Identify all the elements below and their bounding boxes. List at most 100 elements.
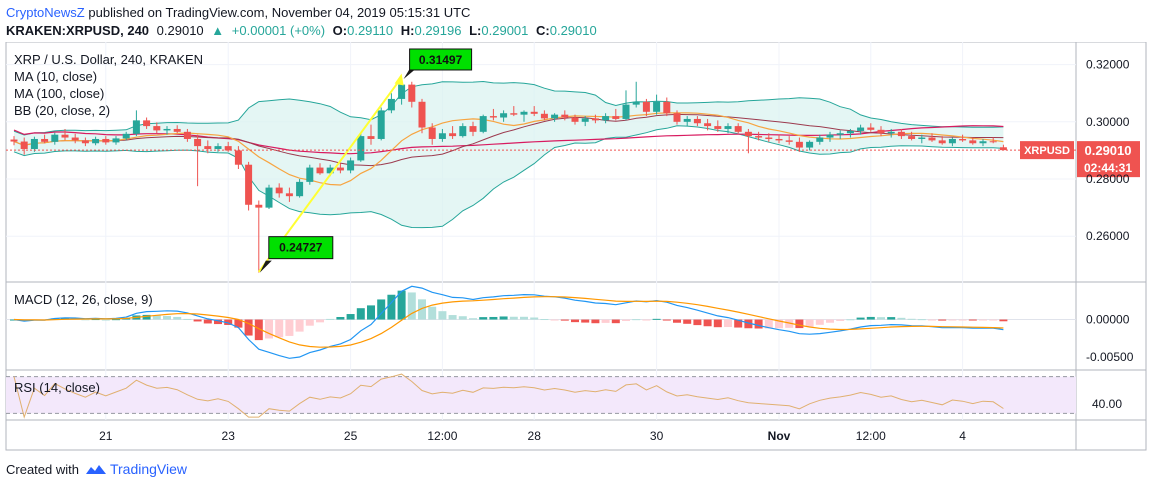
price-change: +0.00001 (+0%) <box>231 23 326 38</box>
candle-body <box>969 140 977 144</box>
open-label: O: <box>332 23 348 38</box>
candle-body <box>795 141 803 148</box>
macd-histogram-bar <box>673 319 681 323</box>
candle-body <box>683 118 691 122</box>
candle-body <box>632 101 640 105</box>
created-with-text: Created with <box>6 461 79 477</box>
candle-body <box>81 140 89 144</box>
tradingview-link[interactable]: TradingView <box>109 461 188 477</box>
macd-pane <box>6 285 1076 359</box>
candle-body <box>908 136 916 139</box>
candle-body <box>418 101 426 128</box>
macd-histogram-bar <box>285 319 294 336</box>
macd-histogram-bar <box>826 319 834 323</box>
open-value: 0.29110 <box>347 23 394 38</box>
candle-body <box>724 126 732 129</box>
macd-histogram-bar <box>152 315 161 320</box>
close-label: C: <box>536 23 550 38</box>
candle-body <box>581 118 589 122</box>
candle-body <box>877 129 885 134</box>
symbol-tag-text: XRPUSD <box>1024 145 1070 157</box>
legend-rsi[interactable]: RSI (14, close) <box>14 380 100 395</box>
candle-body <box>622 104 630 119</box>
legend-ma100[interactable]: MA (100, close) <box>14 86 104 101</box>
candle-body <box>275 187 283 194</box>
price-callouts[interactable]: 0.31497 0.24727 <box>259 48 473 273</box>
time-tick-label: 12:00 <box>856 429 886 443</box>
candle-body <box>500 113 508 118</box>
price-chart[interactable]: 0.31497 0.24727 XRPUSD 0.29010 02:44:31 0.3… <box>0 42 1150 452</box>
legend-ma10[interactable]: MA (10, close) <box>14 69 97 84</box>
candle-body <box>428 127 436 139</box>
candle-body <box>857 127 865 131</box>
candle-body <box>347 160 355 171</box>
macd-histogram-bar <box>866 316 875 320</box>
candle-body <box>336 167 344 171</box>
macd-histogram-bar <box>958 319 967 321</box>
candle-body <box>224 146 232 151</box>
candle-body <box>377 110 385 139</box>
candle-body <box>122 133 130 139</box>
candle-body <box>51 134 59 142</box>
legend-bb[interactable]: BB (20, close, 2) <box>14 103 110 118</box>
macd-histogram-bar <box>999 319 1008 322</box>
legend-macd[interactable]: MACD (12, 26, close, 9) <box>14 292 153 307</box>
candle-body <box>132 120 140 134</box>
candle-body <box>612 116 620 119</box>
candle-body <box>642 101 650 112</box>
candle-body <box>816 137 824 142</box>
candle-body <box>602 116 610 121</box>
candle-body <box>591 118 599 121</box>
candle-body <box>571 117 579 122</box>
candle-body <box>673 113 681 122</box>
candle-body <box>653 101 661 112</box>
time-tick-label: 4 <box>959 429 966 443</box>
countdown-value: 02:44:31 <box>1084 161 1132 175</box>
candle-body <box>285 193 293 197</box>
ma100-line <box>13 125 1004 155</box>
price-tick-label: 0.32000 <box>1086 58 1130 72</box>
candle-body <box>775 138 783 141</box>
candle-body <box>306 167 314 182</box>
candle-body <box>326 167 334 174</box>
rsi-tick-label: 40.00 <box>1092 397 1122 411</box>
candle-body <box>989 141 997 143</box>
macd-histogram-bar <box>979 319 987 321</box>
candle-body <box>846 130 854 134</box>
publisher-brand[interactable]: CryptoNewsZ <box>6 5 85 20</box>
symbol-line: KRAKEN:XRPUSD, 240 0.29010 ▲ +0.00001 (+… <box>6 23 601 38</box>
candle-body <box>765 137 773 139</box>
candle-body <box>489 116 497 118</box>
macd-histogram-bar <box>887 317 896 320</box>
macd-histogram-bar <box>968 319 977 321</box>
low-value: 0.29001 <box>481 23 529 38</box>
macd-histogram-bar <box>815 319 824 325</box>
symbol-label: KRAKEN:XRPUSD, 240 <box>6 23 150 38</box>
candle-body <box>255 204 263 208</box>
macd-histogram-bar <box>744 319 753 329</box>
macd-histogram-bar <box>224 319 233 325</box>
candle-body <box>408 84 416 102</box>
macd-histogram-bar <box>377 299 386 320</box>
macd-histogram-bar <box>163 315 171 320</box>
time-tick-label: 28 <box>528 429 542 443</box>
macd-histogram-bar <box>540 319 549 321</box>
candle-body <box>714 126 722 129</box>
macd-histogram-bar <box>265 319 273 339</box>
candle-body <box>938 140 946 144</box>
candle-body <box>357 136 365 161</box>
callout-box-low <box>268 236 334 260</box>
macd-histogram-bar <box>571 319 579 323</box>
macd-histogram-bar <box>734 319 743 328</box>
candlesticks <box>10 78 1007 273</box>
macd-histogram-bar <box>275 319 284 338</box>
price-tag-value: 0.29010 <box>1085 143 1132 158</box>
macd-histogram-bar <box>795 319 804 329</box>
macd-histogram-bar <box>234 319 243 328</box>
macd-histogram-bar <box>458 316 467 320</box>
macd-histogram-bar <box>856 317 865 320</box>
candle-body <box>704 123 712 127</box>
published-text: published on TradingView.com, November 0… <box>88 5 471 20</box>
ma10-line <box>13 112 1004 186</box>
candle-body <box>92 138 100 144</box>
